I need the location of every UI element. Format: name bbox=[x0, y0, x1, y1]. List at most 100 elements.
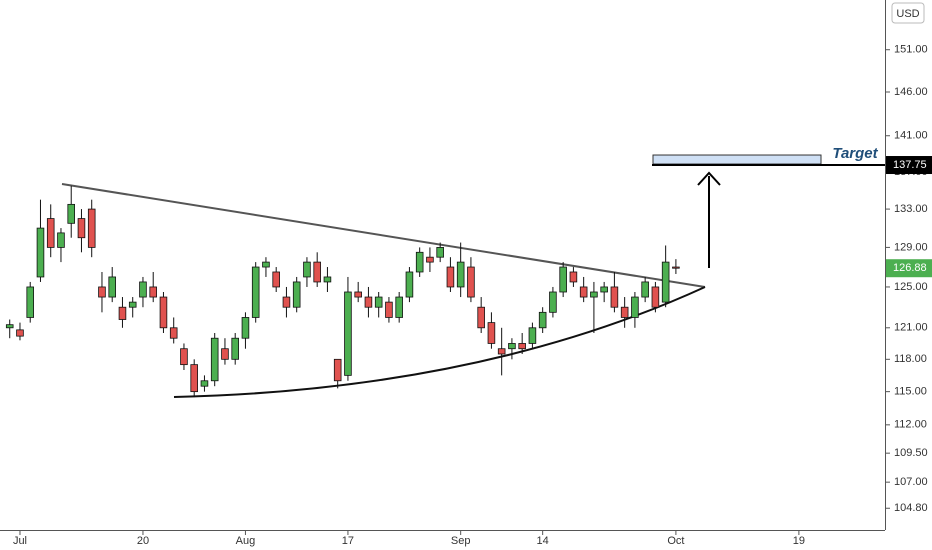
candle-body bbox=[180, 348, 188, 366]
candle-body bbox=[87, 208, 96, 248]
candle-body bbox=[620, 306, 629, 318]
candle-body bbox=[344, 291, 352, 376]
candle-body bbox=[323, 276, 332, 283]
currency-box[interactable] bbox=[891, 2, 925, 24]
candle-body bbox=[149, 286, 157, 298]
candle-body bbox=[600, 286, 608, 293]
candle-body bbox=[497, 348, 506, 355]
x-tick-label: Oct bbox=[667, 535, 684, 547]
candle-body bbox=[395, 296, 403, 318]
x-tick-label: Aug bbox=[236, 535, 256, 547]
y-tick-label: 104.80 bbox=[894, 502, 928, 514]
candle-body bbox=[610, 286, 619, 308]
candle-body bbox=[487, 322, 496, 344]
x-tick-label: Sep bbox=[451, 535, 471, 547]
candle-body bbox=[16, 329, 24, 337]
candle-body bbox=[251, 266, 260, 318]
candle-body bbox=[538, 311, 547, 329]
y-tick-label: 141.00 bbox=[894, 130, 928, 142]
price-label-box bbox=[886, 156, 932, 175]
candle-body bbox=[139, 281, 147, 298]
candle-body bbox=[426, 256, 434, 263]
candle-body bbox=[282, 296, 291, 308]
candle-body bbox=[57, 232, 65, 248]
candle-body bbox=[98, 286, 106, 298]
price-label: 126.88 bbox=[893, 262, 927, 274]
candle-body bbox=[651, 286, 660, 308]
candle-body bbox=[631, 296, 639, 318]
x-tick-label: 14 bbox=[537, 535, 549, 547]
candle-body bbox=[313, 261, 321, 283]
candle-body bbox=[108, 276, 116, 298]
candle-body bbox=[5, 324, 14, 329]
candle-body bbox=[241, 317, 250, 339]
candle-body bbox=[354, 291, 362, 298]
x-tick-label: 20 bbox=[137, 535, 149, 547]
candle-body bbox=[210, 337, 219, 382]
candle-body bbox=[272, 271, 280, 288]
y-tick-label: 151.00 bbox=[894, 44, 928, 56]
candle-body bbox=[641, 281, 649, 298]
candle-body bbox=[303, 261, 311, 278]
candle-body bbox=[200, 380, 209, 387]
candle-body bbox=[456, 261, 465, 288]
candle-body bbox=[672, 266, 680, 269]
candle-body bbox=[77, 218, 86, 239]
y-tick-label: 125.00 bbox=[894, 281, 928, 293]
candle-body bbox=[436, 247, 444, 258]
candle-body bbox=[36, 227, 45, 278]
y-tick-label: 129.00 bbox=[894, 241, 928, 253]
candle-body bbox=[518, 343, 526, 350]
candle-body bbox=[467, 266, 475, 298]
candle-body bbox=[190, 364, 198, 393]
y-tick-label: 146.00 bbox=[894, 86, 928, 98]
target-zone bbox=[652, 154, 822, 165]
y-tick-label: 112.00 bbox=[894, 419, 927, 431]
candle-body bbox=[590, 291, 598, 298]
candle-body bbox=[528, 327, 537, 344]
candle-body bbox=[661, 261, 670, 303]
x-tick-label: 19 bbox=[793, 535, 805, 547]
y-tick-label: 133.00 bbox=[894, 203, 928, 215]
candle-body bbox=[221, 348, 229, 360]
price-label: 137.75 bbox=[893, 159, 927, 171]
candle-body bbox=[569, 271, 578, 283]
target-label: Target bbox=[832, 145, 878, 162]
candle-body bbox=[477, 306, 485, 329]
candle-body bbox=[508, 343, 516, 350]
candle-body bbox=[262, 261, 270, 268]
candle-body bbox=[559, 266, 567, 293]
candle-body bbox=[128, 301, 137, 308]
candle-body bbox=[118, 306, 127, 320]
price-label-box bbox=[886, 259, 932, 278]
y-tick-label: 115.00 bbox=[894, 386, 927, 398]
candle-body bbox=[549, 291, 557, 313]
candle-body bbox=[26, 286, 35, 318]
x-tick-label: Jul bbox=[13, 535, 27, 547]
lower-trendline bbox=[173, 286, 706, 398]
candle-body bbox=[374, 296, 383, 308]
candle-body bbox=[415, 251, 424, 273]
candle-body bbox=[579, 286, 588, 298]
candle-body bbox=[169, 327, 178, 339]
candle-body bbox=[46, 218, 55, 248]
candle-body bbox=[333, 358, 342, 382]
arrow-head bbox=[697, 171, 721, 186]
y-tick-label: 109.50 bbox=[894, 447, 928, 459]
y-tick-label: 107.00 bbox=[894, 476, 928, 488]
x-tick-label: 17 bbox=[342, 535, 354, 547]
currency-label: USD bbox=[896, 8, 919, 20]
y-tick-label: 118.00 bbox=[894, 353, 927, 365]
candle-body bbox=[446, 266, 455, 288]
candle-body bbox=[67, 203, 75, 224]
candle-body bbox=[159, 296, 168, 329]
candle-body bbox=[364, 296, 373, 308]
upper-trendline bbox=[61, 183, 706, 288]
candle-body bbox=[292, 281, 301, 308]
y-tick-label: 121.00 bbox=[894, 322, 928, 334]
candle-body bbox=[385, 301, 393, 318]
candle-body bbox=[405, 271, 414, 298]
